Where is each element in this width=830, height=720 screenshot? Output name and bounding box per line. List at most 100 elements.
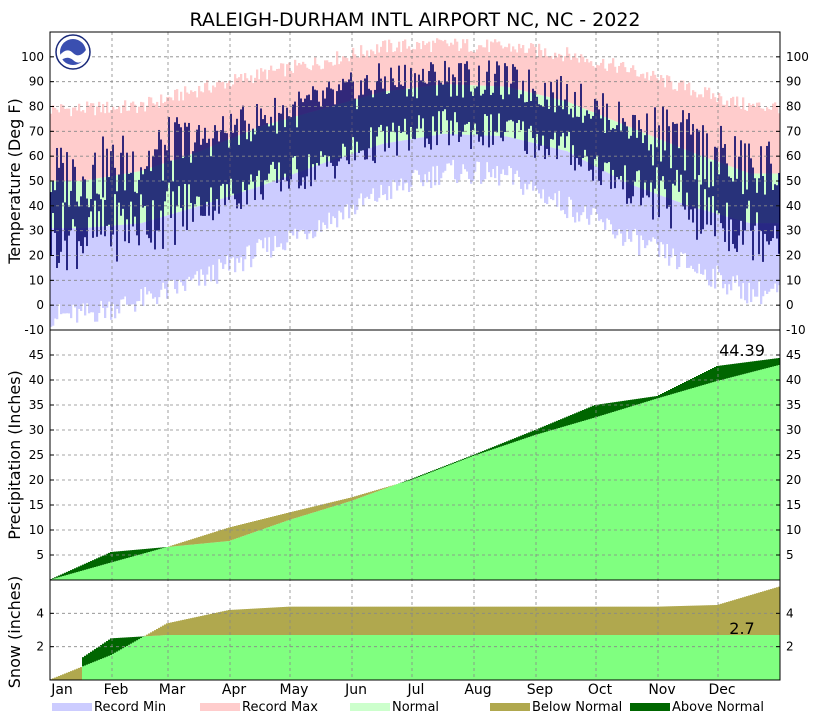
observed-temperature-bar bbox=[614, 129, 616, 189]
precip-observed-bar bbox=[498, 447, 501, 580]
observed-temperature-bar bbox=[676, 123, 678, 170]
observed-temperature-bar bbox=[348, 79, 350, 165]
snow-observed-bar bbox=[378, 635, 381, 680]
observed-temperature-bar bbox=[498, 65, 500, 114]
record-min-bar bbox=[258, 186, 261, 240]
record-min-bar bbox=[180, 211, 183, 283]
precip-departure-bar bbox=[578, 411, 581, 423]
observed-temperature-bar bbox=[428, 71, 430, 145]
precipitation-tick-label-left: 20 bbox=[29, 473, 44, 487]
observed-temperature-bar bbox=[488, 60, 490, 148]
snow-departure-bar bbox=[216, 612, 219, 635]
record-max-bar bbox=[672, 89, 675, 145]
precip-departure-bar bbox=[450, 463, 453, 465]
precip-observed-bar bbox=[286, 520, 289, 580]
observed-temperature-bar bbox=[212, 138, 214, 221]
record-max-bar bbox=[244, 73, 247, 133]
precip-departure-bar bbox=[206, 534, 209, 544]
snow-departure-bar bbox=[340, 606, 343, 635]
precip-observed-bar bbox=[336, 505, 339, 580]
record-min-bar bbox=[154, 219, 157, 298]
record-min-bar bbox=[444, 133, 447, 171]
snow-observed-bar bbox=[662, 635, 665, 680]
observed-temperature-bar bbox=[108, 177, 110, 225]
record-max-bar bbox=[434, 42, 437, 86]
record-min-bar bbox=[760, 223, 763, 305]
snow-departure-bar bbox=[474, 606, 477, 635]
snow-observed-bar bbox=[242, 635, 245, 680]
record-min-bar bbox=[192, 207, 195, 279]
precip-departure-bar bbox=[84, 563, 87, 570]
snow-observed-bar bbox=[652, 635, 655, 680]
observed-temperature-bar bbox=[678, 148, 680, 192]
precip-departure-bar bbox=[422, 474, 425, 476]
precip-departure-bar bbox=[722, 365, 725, 380]
snow-observed-bar bbox=[712, 635, 715, 680]
precip-departure-bar bbox=[194, 538, 197, 545]
observed-temperature-bar bbox=[634, 115, 636, 182]
record-max-bar bbox=[596, 64, 599, 114]
snow-observed-bar bbox=[572, 635, 575, 680]
precip-observed-bar bbox=[762, 369, 765, 580]
snow-observed-bar bbox=[654, 635, 657, 680]
observed-temperature-bar bbox=[130, 172, 132, 202]
snow-observed-bar bbox=[446, 635, 449, 680]
precip-departure-bar bbox=[546, 425, 549, 432]
snow-departure-bar bbox=[700, 605, 703, 635]
precip-observed-bar bbox=[58, 577, 61, 580]
precip-observed-bar bbox=[380, 490, 383, 580]
precip-observed-bar bbox=[552, 429, 555, 580]
precip-departure-bar bbox=[438, 468, 441, 470]
snow-departure-bar bbox=[234, 609, 237, 635]
precip-observed-bar bbox=[516, 441, 519, 580]
precip-departure-bar bbox=[336, 500, 339, 506]
precip-departure-bar bbox=[680, 384, 683, 392]
snow-observed-bar bbox=[718, 635, 721, 680]
snow-observed-bar bbox=[512, 635, 515, 680]
precip-departure-bar bbox=[548, 424, 551, 431]
observed-temperature-bar bbox=[76, 201, 78, 270]
precip-departure-bar bbox=[230, 527, 233, 541]
precip-departure-bar bbox=[216, 531, 219, 543]
snow-departure-bar bbox=[652, 606, 655, 635]
snow-observed-bar bbox=[182, 635, 185, 680]
record-min-bar bbox=[138, 223, 141, 301]
precip-departure-bar bbox=[576, 412, 579, 423]
legend: Record Min Record Max Normal Below Normal Ab… bbox=[52, 700, 764, 715]
observed-temperature-bar bbox=[702, 125, 704, 230]
precipitation-tick-label-right: 10 bbox=[786, 523, 801, 537]
record-min-bar bbox=[360, 150, 363, 194]
record-max-bar bbox=[212, 85, 215, 146]
record-max-bar bbox=[286, 64, 289, 119]
record-min-bar bbox=[742, 221, 745, 284]
snow-observed-bar bbox=[238, 635, 241, 680]
snow-departure-bar bbox=[574, 606, 577, 635]
precip-observed-bar bbox=[576, 422, 579, 580]
snow-observed-bar bbox=[230, 635, 233, 680]
precip-observed-bar bbox=[534, 435, 537, 580]
precip-departure-bar bbox=[678, 385, 681, 393]
record-max-bar bbox=[300, 64, 303, 115]
snow-observed-bar bbox=[492, 635, 495, 680]
snow-departure-bar bbox=[384, 606, 387, 635]
temperature-tick-label-right: 80 bbox=[786, 100, 801, 114]
snow-departure-bar bbox=[442, 606, 445, 635]
precip-departure-bar bbox=[758, 360, 761, 371]
precip-departure-bar bbox=[286, 513, 289, 521]
snow-observed-bar bbox=[326, 635, 329, 680]
snow-departure-bar bbox=[644, 606, 647, 635]
record-min-bar bbox=[74, 228, 77, 308]
snow-departure-bar bbox=[658, 606, 661, 635]
snow-departure-bar bbox=[734, 599, 737, 635]
observed-temperature-bar bbox=[398, 65, 400, 126]
record-max-bar bbox=[632, 65, 635, 129]
precip-departure-bar bbox=[572, 414, 575, 424]
observed-temperature-bar bbox=[672, 122, 674, 184]
snow-departure-bar bbox=[740, 597, 743, 635]
snow-departure-bar bbox=[174, 621, 177, 635]
observed-temperature-bar bbox=[120, 152, 122, 216]
snow-departure-bar bbox=[288, 606, 291, 635]
record-min-bar bbox=[100, 226, 103, 301]
snow-departure-bar bbox=[128, 637, 131, 645]
snow-observed-bar bbox=[240, 635, 243, 680]
